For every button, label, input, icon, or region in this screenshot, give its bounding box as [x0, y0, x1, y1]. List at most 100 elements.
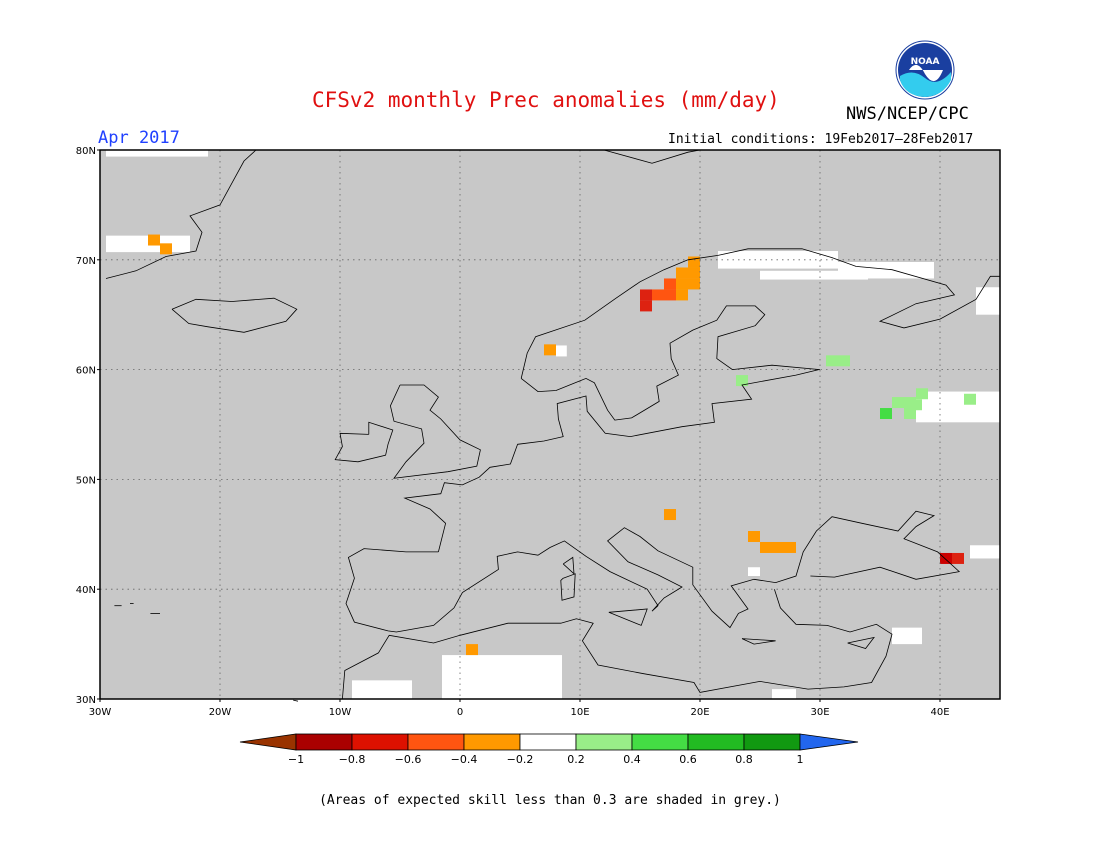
anomaly-cell — [916, 388, 928, 400]
neutral-area — [748, 567, 760, 577]
colorbar-bin — [407, 733, 465, 751]
anomaly-cell — [148, 234, 160, 246]
anomaly-cell — [952, 552, 964, 564]
anomaly-cell — [676, 278, 688, 290]
anomaly-cell — [676, 289, 688, 301]
coastline — [403, 369, 819, 552]
anomaly-cell — [664, 289, 676, 301]
colorbar-bin — [519, 733, 577, 751]
colorbar-tick-label: −1 — [288, 753, 304, 766]
coastline — [171, 297, 298, 333]
colorbar-tick-label: 1 — [797, 753, 804, 766]
anomaly-cell — [838, 355, 850, 367]
neutral-area — [556, 345, 567, 357]
anomaly-cell — [892, 397, 904, 409]
anomaly-cell — [652, 289, 664, 301]
latitude-label: 80N — [76, 146, 96, 157]
colorbar-tick-label: 0.2 — [567, 753, 585, 766]
anomaly-cell — [664, 278, 676, 290]
anomaly-cell — [910, 399, 922, 411]
longitude-label: 10W — [329, 707, 352, 718]
anomaly-cell — [826, 355, 838, 367]
skill-footnote: (Areas of expected skill less than 0.3 a… — [319, 793, 781, 808]
anomaly-cell — [784, 541, 796, 553]
latitude-label: 30N — [76, 695, 96, 706]
coastline — [293, 699, 299, 702]
colorbar-bin — [631, 733, 689, 751]
coastline — [520, 305, 821, 421]
anomaly-cell — [736, 375, 748, 387]
coastline — [342, 589, 893, 700]
neutral-area — [442, 655, 562, 699]
coastline — [562, 556, 575, 575]
colorbar-tick-label: −0.4 — [451, 753, 478, 766]
coastline — [105, 149, 257, 279]
anomaly-cell — [664, 509, 676, 521]
anomaly-cell — [640, 289, 652, 301]
neutral-area — [352, 680, 412, 699]
anomaly-cell — [466, 644, 478, 656]
anomaly-cell — [940, 552, 952, 564]
anomaly-cell — [904, 408, 916, 420]
noaa-logo: NOAA — [895, 40, 955, 100]
colorbar-tick-label: −0.6 — [395, 753, 422, 766]
colorbar-bin — [463, 733, 521, 751]
agency-label: NWS/NCEP/CPC — [846, 104, 969, 124]
neutral-area — [772, 689, 796, 699]
coastline — [741, 638, 776, 645]
anomaly-cell — [760, 541, 772, 553]
longitude-labels: 30W 20W 10W 0 10E 20E 30E 40E — [89, 699, 950, 718]
anomaly-cell — [688, 256, 700, 268]
colorbar-tick-label: 0.8 — [735, 753, 753, 766]
coastline — [560, 573, 576, 601]
neutral-area — [976, 287, 1000, 315]
longitude-label: 20W — [209, 707, 232, 718]
anomaly-cell — [640, 300, 652, 312]
longitude-label: 20E — [690, 707, 709, 718]
anomaly-cell — [544, 344, 556, 356]
anomaly-cell — [748, 531, 760, 542]
noaa-logo-text: NOAA — [911, 57, 940, 67]
latitude-label: 70N — [76, 256, 96, 267]
latitude-label: 40N — [76, 585, 96, 596]
neutral-area — [970, 545, 1000, 559]
forecast-month: Apr 2017 — [98, 128, 180, 148]
graticule — [100, 150, 1000, 699]
longitude-label: 30E — [810, 707, 829, 718]
colorbar-bin — [575, 733, 633, 751]
anomaly-cell — [688, 267, 700, 279]
colorbar-bins — [239, 733, 859, 751]
colorbar-tick-label: 0.4 — [623, 753, 641, 766]
coastline — [847, 636, 875, 649]
coastline — [520, 248, 1000, 379]
coastline — [389, 384, 481, 479]
colorbar-bin — [743, 733, 801, 751]
anomaly-cell — [772, 541, 784, 553]
colorbar-bin — [295, 733, 353, 751]
colorbar-tick-label: 0.6 — [679, 753, 697, 766]
coastline — [345, 510, 961, 633]
anomaly-cell — [964, 393, 976, 405]
anomaly-cell — [688, 278, 700, 290]
colorbar-tick-labels: −1 −0.8 −0.6 −0.4 −0.2 0.2 0.4 0.6 0.8 1 — [288, 753, 804, 766]
map-background — [100, 150, 1000, 699]
colorbar-bin — [687, 733, 745, 751]
coastline — [608, 608, 648, 626]
longitude-label: 40E — [930, 707, 949, 718]
neutral-areas — [106, 150, 1000, 699]
latitude-label: 50N — [76, 475, 96, 486]
neutral-area — [760, 270, 868, 280]
latitude-label: 60N — [76, 366, 96, 377]
neutral-area — [916, 391, 1000, 423]
neutral-area — [106, 150, 208, 157]
anomaly-cells — [148, 234, 976, 656]
chart-title: CFSv2 monthly Prec anomalies (mm/day) — [312, 88, 780, 112]
longitude-label: 0 — [457, 707, 463, 718]
map-frame — [99, 149, 1001, 700]
longitude-label: 30W — [89, 707, 112, 718]
anomaly-cell — [160, 243, 172, 255]
anomaly-cell — [676, 267, 688, 279]
initial-conditions: Initial conditions: 19Feb2017–28Feb2017 — [668, 132, 974, 147]
